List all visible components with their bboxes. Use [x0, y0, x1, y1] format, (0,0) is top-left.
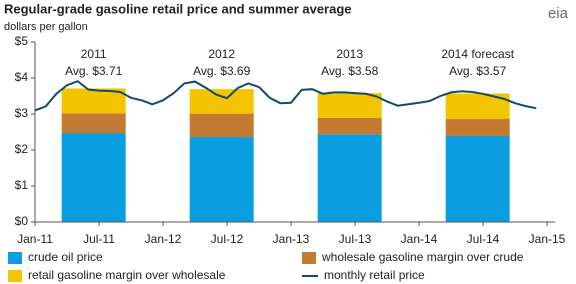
x-tick-label: Jan-14 — [401, 232, 438, 246]
bar-segment — [61, 133, 126, 222]
legend-label: monthly retail price — [324, 268, 425, 282]
bar-segment — [445, 119, 510, 136]
average-label: Avg. $3.69 — [193, 64, 250, 78]
average-label: Avg. $3.71 — [65, 64, 122, 78]
y-tick-label: $3 — [15, 106, 29, 120]
x-tick-label: Jan-12 — [145, 232, 182, 246]
x-tick-label: Jul-14 — [467, 232, 500, 246]
x-tick-label: Jul-12 — [211, 232, 244, 246]
y-tick-label: $0 — [15, 214, 29, 228]
bar-segment — [61, 113, 126, 134]
legend-label: crude oil price — [28, 250, 103, 264]
legend-swatch — [302, 252, 316, 264]
bar-category-label: 2011 — [81, 47, 107, 61]
bar-category-label: 2012 — [208, 47, 235, 61]
legend-swatch — [8, 252, 22, 264]
bar-segment — [317, 117, 382, 135]
average-label: Avg. $3.57 — [449, 64, 506, 78]
x-tick-label: Jan-13 — [273, 232, 310, 246]
bar-category-label: 2013 — [336, 47, 363, 61]
average-label: Avg. $3.58 — [321, 64, 378, 78]
x-tick-label: Jul-11 — [83, 232, 115, 246]
chart-subtitle: dollars per gallon — [4, 21, 88, 33]
bar-segment — [317, 134, 382, 222]
y-tick-label: $5 — [15, 34, 29, 48]
legend-swatch — [8, 270, 22, 282]
price-line — [34, 80, 537, 112]
bar-segment — [445, 135, 510, 222]
legend-label: retail gasoline margin over wholesale — [28, 268, 226, 282]
logo: eia — [548, 5, 569, 22]
bar-category-label: 2014 forecast — [441, 47, 514, 61]
y-tick-label: $2 — [15, 142, 29, 156]
y-tick-label: $1 — [15, 178, 29, 192]
chart-title: Regular-grade gasoline retail price and … — [4, 1, 352, 16]
bar-segment — [317, 93, 382, 118]
x-tick-label: Jan-15 — [529, 232, 566, 246]
x-tick-label: Jan-11 — [17, 232, 53, 246]
legend-label: wholesale gasoline margin over crude — [321, 250, 524, 264]
bar-segment — [61, 88, 126, 114]
x-tick-label: Jul-13 — [339, 232, 372, 246]
y-tick-label: $4 — [15, 70, 29, 84]
bar-segment — [189, 137, 254, 222]
bar-segment — [189, 89, 254, 114]
bar-segment — [189, 113, 254, 138]
